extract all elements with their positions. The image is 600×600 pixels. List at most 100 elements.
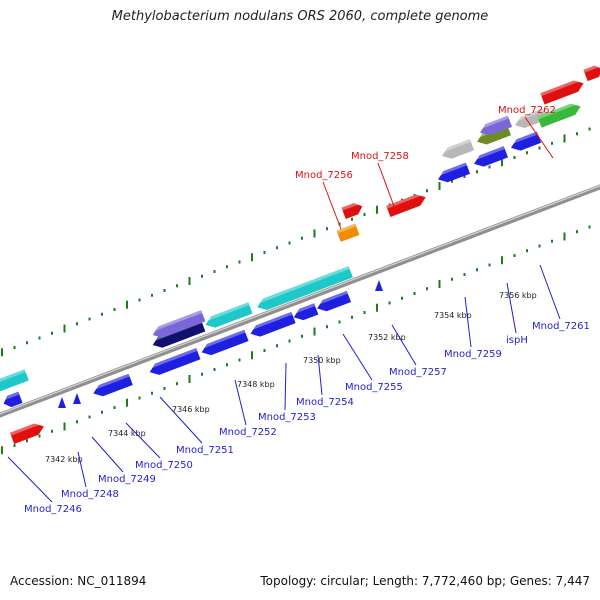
gene-label-reverse[interactable]: Mnod_7252	[219, 427, 277, 438]
gene-box-lavender-shine	[478, 115, 509, 130]
gene-label-reverse[interactable]: Mnod_7255	[345, 382, 403, 393]
gene-arrow-red[interactable]	[583, 63, 600, 82]
gene-label-forward[interactable]: Mnod_7258	[351, 151, 409, 162]
accession-text: Accession: NC_011894	[10, 574, 147, 588]
gene-box-orange-shape	[336, 223, 360, 242]
gene-arrow-blue[interactable]	[436, 162, 471, 186]
gene-arrow-blue-shape	[293, 303, 319, 321]
gene-box-grey-shine	[513, 108, 544, 123]
gene-arrow-blue[interactable]	[91, 373, 133, 399]
gene-arrow-blue-shape	[149, 348, 201, 375]
gene-features	[0, 63, 600, 445]
gene-label-reverse[interactable]: Mnod_7251	[176, 445, 234, 456]
gene-box-cyan-shape	[0, 369, 29, 392]
gene-box-cyan-shine	[204, 302, 250, 323]
gene-box-grey-shine	[440, 139, 471, 154]
scale-labels: 7342 kbp 7344 kbp 7346 kbp 7348 kbp 7350 kbp…	[45, 291, 537, 464]
gene-label-reverse[interactable]: Mnod_7249	[98, 474, 156, 485]
gene-label-leader	[539, 264, 561, 320]
gene-box-lavender[interactable]	[478, 115, 513, 139]
gene-box-navy-shape	[152, 320, 206, 348]
gene-label-reverse[interactable]: Mnod_7250	[135, 460, 193, 471]
gene-arrow-red-shine	[386, 194, 425, 209]
gene-arrow-blue-shine	[92, 373, 130, 391]
gene-arrow-blue[interactable]	[292, 303, 319, 323]
gene-arrow-blue-shine	[316, 290, 348, 306]
gene-label-forward[interactable]: Mnod_7256	[295, 170, 353, 181]
gene-arrow-blue-shape	[438, 162, 471, 183]
gene-label-leader	[342, 333, 373, 381]
gene-label-forward[interactable]: Mnod_7262	[498, 105, 556, 116]
gene-arrow-blue-shine	[249, 311, 293, 332]
gene-box-green-shape	[537, 103, 581, 128]
scale-label: 7348 kbp	[237, 380, 275, 389]
gene-label-leader	[524, 116, 554, 159]
gene-label-reverse[interactable]: Mnod_7246	[24, 504, 82, 515]
gene-arrow-blue[interactable]	[315, 290, 352, 314]
gene-box-grey[interactable]	[513, 108, 548, 131]
gene-arrow-blue-shine	[200, 329, 246, 350]
gene-label-reverse[interactable]: Mnod_7257	[389, 367, 447, 378]
gene-arrow-blue-shine	[292, 303, 316, 315]
scale-label: 7352 kbp	[368, 333, 406, 342]
gene-box-lavender[interactable]	[151, 310, 206, 340]
gene-box-green-shine	[537, 103, 580, 120]
gene-label-leader	[77, 451, 87, 488]
gene-arrow-red[interactable]	[386, 192, 428, 218]
gene-label-reverse[interactable]: Mnod_7259	[444, 349, 502, 360]
gene-box-cyan-shape	[205, 302, 253, 328]
gene-arrow-blue-shape	[510, 131, 542, 151]
gene-label-reverse[interactable]: Mnod_7261	[532, 321, 590, 332]
gene-arrow-red-shape	[341, 203, 363, 220]
gene-arrow-blue[interactable]	[248, 311, 296, 340]
gene-arrow-blue[interactable]	[1, 391, 23, 410]
gene-label-reverse[interactable]: ispH	[506, 335, 528, 346]
gene-label-leader	[284, 362, 287, 411]
gene-arrow-blue[interactable]	[148, 348, 201, 378]
gene-box-lavender-shine	[151, 310, 203, 333]
gene-arrow-blue-shape	[93, 373, 133, 397]
gene-label-leader	[391, 324, 417, 366]
gene-label-leader	[234, 379, 247, 426]
gene-box-grey-shape	[442, 139, 475, 159]
gene-arrow-red-shine	[341, 203, 362, 211]
gene-arrow-blue[interactable]	[509, 131, 542, 154]
gene-arrow-red[interactable]	[341, 201, 365, 220]
gene-box-cyan[interactable]	[255, 266, 353, 313]
gene-arrow-red-shape	[386, 194, 426, 218]
gene-arrow-blue-shape	[201, 329, 249, 356]
gene-arrow-blue[interactable]	[199, 329, 249, 358]
gene-arrow-blue-shine	[2, 391, 20, 401]
genome-backbone	[0, 184, 600, 418]
gene-arrow-blue-shape	[3, 391, 23, 408]
gene-label-leader	[317, 354, 323, 396]
map-title: Methylobacterium nodulans ORS 2060, comp…	[111, 9, 489, 24]
gene-marker-triangle[interactable]	[73, 393, 81, 404]
gene-arrow-blue[interactable]	[472, 146, 509, 169]
gene-arrow-red-shine	[540, 80, 583, 97]
gene-marker-triangle[interactable]	[58, 397, 66, 408]
gene-box-green[interactable]	[537, 101, 582, 128]
gene-labels: Mnod_7256 Mnod_7258 Mnod_7262 Mnod_7246 Mnod…	[7, 105, 590, 515]
gene-arrow-red[interactable]	[540, 78, 585, 105]
gene-box-orange[interactable]	[336, 223, 360, 242]
backbone-highlight	[0, 185, 600, 415]
gene-arrow-blue-shine	[148, 348, 198, 370]
gene-label-leader	[125, 422, 161, 459]
gene-label-reverse[interactable]: Mnod_7254	[296, 397, 354, 408]
gene-arrow-red[interactable]	[9, 421, 46, 445]
gene-box-grey[interactable]	[440, 139, 475, 162]
scale-label: 7354 kbp	[434, 311, 472, 320]
gene-label-leader	[506, 282, 517, 334]
gene-label-reverse[interactable]: Mnod_7253	[258, 412, 316, 423]
gene-label-leader	[377, 162, 396, 210]
gene-label-reverse[interactable]: Mnod_7248	[61, 489, 119, 500]
gene-arrow-red-shape	[583, 65, 600, 82]
gene-arrow-red-shape	[9, 423, 44, 445]
gene-marker-triangle[interactable]	[375, 280, 383, 291]
gene-box-cyan[interactable]	[203, 302, 253, 330]
gene-box-cyan[interactable]	[0, 369, 29, 394]
scale-label: 7344 kbp	[108, 429, 146, 438]
gene-arrow-blue-shape	[317, 290, 352, 312]
gene-box-lavender-shape	[480, 115, 513, 136]
